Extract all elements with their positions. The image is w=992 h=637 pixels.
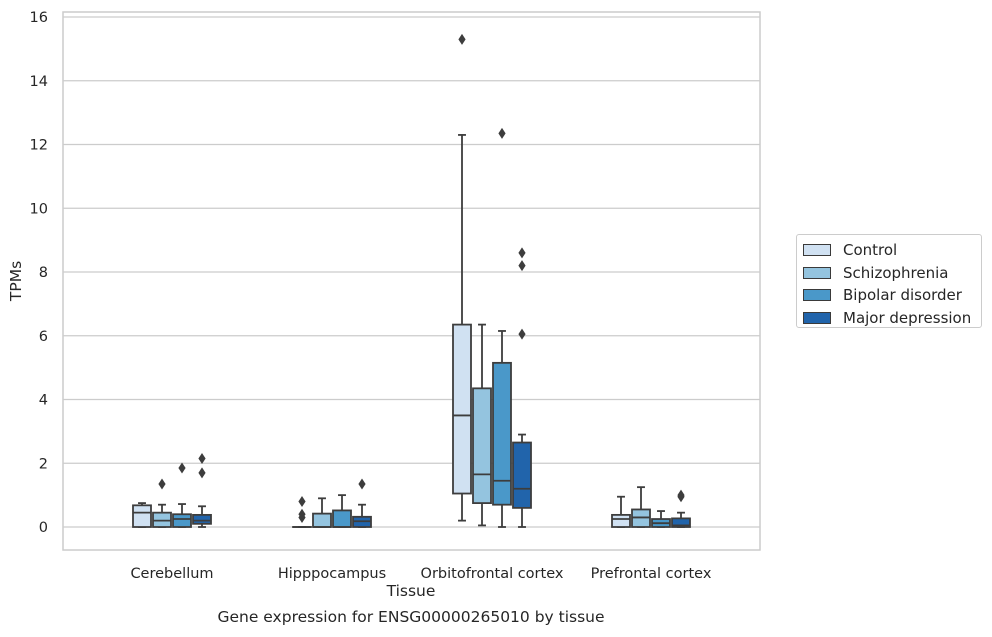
legend-item: Bipolar disorder bbox=[803, 284, 981, 307]
iqr-box bbox=[172, 513, 192, 528]
outlier-point bbox=[298, 496, 306, 507]
y-tick-label: 4 bbox=[39, 393, 48, 409]
box-bipolar-disorder-3 bbox=[651, 510, 671, 528]
outlier-point bbox=[498, 127, 506, 139]
y-tick-label: 10 bbox=[30, 201, 48, 217]
box-major-depression-1 bbox=[352, 478, 372, 528]
iqr-box bbox=[132, 504, 152, 528]
outlier-point bbox=[677, 489, 685, 501]
outlier-point bbox=[458, 33, 466, 45]
outlier-point bbox=[358, 478, 366, 490]
outlier-point bbox=[158, 478, 166, 490]
x-tick-label: Prefrontal cortex bbox=[591, 566, 712, 582]
iqr-box bbox=[512, 441, 532, 509]
iqr-box bbox=[312, 512, 332, 528]
outlier-point bbox=[198, 452, 206, 464]
y-tick-label: 2 bbox=[39, 456, 48, 472]
box-control-0 bbox=[132, 502, 152, 528]
outlier-point bbox=[518, 260, 526, 272]
box-schizophrenia-0 bbox=[152, 478, 172, 528]
iqr-box bbox=[492, 361, 512, 506]
outlier-point bbox=[518, 247, 526, 259]
box-bipolar-disorder-2 bbox=[492, 127, 512, 528]
boxes bbox=[132, 33, 691, 528]
x-axis-label: Tissue bbox=[386, 582, 436, 600]
box-schizophrenia-3 bbox=[631, 486, 651, 528]
legend-item: Control bbox=[803, 239, 981, 262]
y-tick-label: 8 bbox=[39, 265, 48, 281]
outlier-point bbox=[178, 462, 186, 474]
box-control-1 bbox=[292, 496, 312, 528]
legend-swatch bbox=[803, 266, 831, 279]
y-tick-label: 6 bbox=[39, 329, 48, 345]
box-control-3 bbox=[611, 495, 631, 528]
iqr-box bbox=[472, 387, 492, 504]
legend-label: Bipolar disorder bbox=[843, 286, 962, 305]
x-tick-label: Orbitofrontal cortex bbox=[421, 566, 564, 582]
legend-swatch bbox=[803, 289, 831, 302]
box-schizophrenia-1 bbox=[312, 497, 332, 528]
y-tick-labels: 0 2 4 6 8 10 12 14 16 bbox=[30, 10, 48, 536]
legend-swatch bbox=[803, 311, 831, 324]
iqr-box bbox=[192, 513, 212, 525]
legend-label: Major depression bbox=[843, 308, 972, 327]
iqr-box bbox=[611, 513, 631, 528]
outlier-point bbox=[198, 467, 206, 479]
plot-frame bbox=[62, 11, 761, 551]
box-control-2 bbox=[452, 33, 472, 522]
iqr-box bbox=[671, 517, 691, 528]
legend-label: Control bbox=[843, 241, 898, 260]
x-tick-label: Cerebellum bbox=[130, 566, 213, 582]
box-schizophrenia-2 bbox=[472, 323, 492, 527]
box-major-depression-3 bbox=[671, 489, 691, 528]
y-tick-label: 16 bbox=[30, 10, 48, 26]
box-major-depression-0 bbox=[192, 452, 212, 528]
legend-label: Schizophrenia bbox=[843, 263, 949, 282]
outlier-point bbox=[298, 508, 306, 520]
y-tick-label: 14 bbox=[30, 74, 48, 90]
box-major-depression-2 bbox=[512, 247, 532, 528]
x-tick-labels: Cerebellum Hipppocampus Orbitofrontal cort… bbox=[130, 566, 711, 582]
plot-area bbox=[63, 12, 760, 550]
x-tick-label: Hipppocampus bbox=[278, 566, 386, 582]
box-bipolar-disorder-1 bbox=[332, 494, 352, 528]
figure-caption: Gene expression for ENSG00000265010 by t… bbox=[217, 608, 605, 626]
legend-swatch bbox=[803, 244, 831, 257]
iqr-box bbox=[332, 509, 352, 528]
box-bipolar-disorder-0 bbox=[172, 462, 192, 528]
y-tick-label: 0 bbox=[39, 520, 48, 536]
legend: Control Schizophrenia Bipolar disorder Majo… bbox=[796, 234, 982, 328]
iqr-box bbox=[452, 323, 472, 495]
legend-item: Major depression bbox=[803, 307, 981, 330]
y-axis-label: TPMs bbox=[7, 261, 25, 302]
legend-item: Schizophrenia bbox=[803, 262, 981, 285]
y-tick-label: 12 bbox=[30, 138, 48, 154]
outlier-point bbox=[518, 328, 526, 340]
